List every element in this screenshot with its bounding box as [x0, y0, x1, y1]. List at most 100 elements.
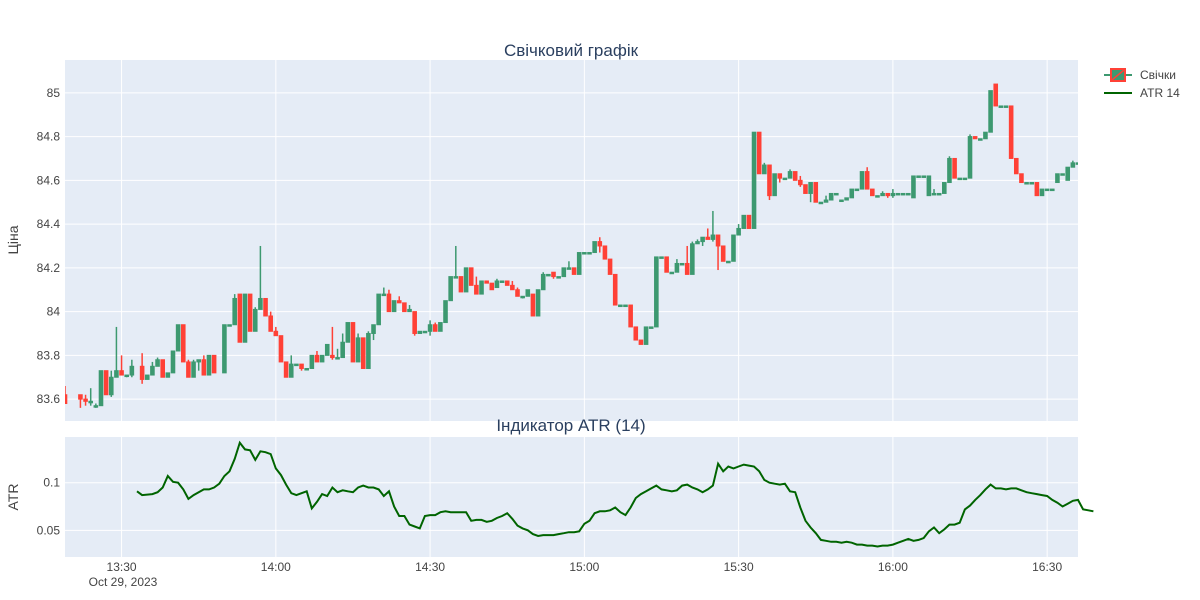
candle[interactable] — [705, 228, 711, 240]
candle[interactable] — [926, 175, 932, 197]
candle[interactable] — [854, 188, 860, 192]
candle[interactable] — [407, 305, 412, 313]
candlestick-series[interactable] — [0, 83, 1116, 408]
candle[interactable] — [1086, 163, 1090, 165]
candle[interactable] — [170, 350, 176, 374]
candle[interactable] — [335, 348, 340, 360]
candle[interactable] — [422, 330, 428, 334]
candle[interactable] — [875, 195, 880, 198]
candle[interactable] — [283, 361, 289, 378]
legend-item-atr[interactable]: ATR 14 — [1104, 86, 1180, 100]
candle[interactable] — [612, 273, 618, 306]
candle[interactable] — [643, 326, 649, 345]
candle[interactable] — [839, 199, 844, 203]
candle[interactable] — [186, 359, 191, 378]
candle[interactable] — [818, 201, 824, 205]
candle[interactable] — [674, 259, 680, 273]
candle[interactable] — [1049, 188, 1055, 192]
candle[interactable] — [962, 177, 968, 181]
candle[interactable] — [114, 326, 119, 378]
candle[interactable] — [314, 350, 320, 363]
candle[interactable] — [0, 174, 4, 181]
candle[interactable] — [1019, 173, 1024, 184]
candle[interactable] — [782, 177, 788, 181]
candle[interactable] — [438, 322, 443, 332]
candle[interactable] — [546, 273, 551, 277]
candle[interactable] — [998, 105, 1004, 108]
candle[interactable] — [160, 359, 166, 378]
candle[interactable] — [762, 162, 767, 175]
candle[interactable] — [813, 182, 819, 203]
candle[interactable] — [427, 320, 433, 336]
candle[interactable] — [834, 192, 839, 196]
candle[interactable] — [628, 304, 633, 328]
candle[interactable] — [890, 189, 896, 198]
candle[interactable] — [98, 370, 104, 407]
candle[interactable] — [885, 192, 891, 198]
candle[interactable] — [150, 361, 155, 376]
candle[interactable] — [258, 245, 263, 310]
candle[interactable] — [278, 335, 284, 363]
candle[interactable] — [1092, 163, 1096, 165]
candle[interactable] — [1034, 182, 1040, 197]
atr-line[interactable] — [136, 440, 1094, 548]
candle[interactable] — [900, 192, 906, 196]
candle[interactable] — [967, 134, 973, 179]
candle[interactable] — [63, 385, 68, 404]
candle[interactable] — [597, 237, 603, 253]
candle[interactable] — [515, 287, 520, 297]
candle[interactable] — [828, 192, 834, 201]
candle[interactable] — [263, 297, 268, 317]
candle[interactable] — [679, 262, 685, 266]
candle[interactable] — [468, 267, 474, 286]
candle[interactable] — [412, 311, 417, 336]
candle[interactable] — [618, 304, 623, 308]
candle[interactable] — [1024, 182, 1029, 185]
candle[interactable] — [792, 171, 798, 181]
candle[interactable] — [299, 363, 304, 371]
candle[interactable] — [576, 252, 582, 275]
candle[interactable] — [1112, 156, 1116, 158]
candle[interactable] — [916, 175, 921, 178]
candle[interactable] — [211, 354, 217, 374]
candle[interactable] — [551, 271, 556, 279]
candle[interactable] — [463, 267, 469, 293]
candle[interactable] — [520, 295, 525, 299]
candle[interactable] — [1070, 160, 1076, 168]
candle[interactable] — [376, 293, 381, 326]
candle[interactable] — [726, 260, 731, 264]
candle[interactable] — [931, 189, 937, 196]
candle[interactable] — [633, 326, 639, 341]
candle[interactable] — [360, 337, 366, 369]
candle[interactable] — [237, 293, 243, 343]
candle[interactable] — [695, 239, 700, 245]
candle[interactable] — [479, 280, 484, 295]
candle[interactable] — [355, 333, 361, 363]
candle[interactable] — [1081, 163, 1085, 165]
candle[interactable] — [155, 357, 160, 367]
candle[interactable] — [942, 182, 947, 194]
candle[interactable] — [381, 287, 387, 297]
candle[interactable] — [988, 90, 993, 133]
candle[interactable] — [566, 261, 572, 270]
candle[interactable] — [859, 171, 865, 190]
candle[interactable] — [952, 157, 957, 179]
candle[interactable] — [957, 177, 963, 181]
candle[interactable] — [1003, 105, 1009, 108]
candle[interactable] — [83, 394, 88, 406]
candle[interactable] — [1065, 166, 1071, 181]
candle[interactable] — [947, 156, 952, 184]
candle[interactable] — [1102, 139, 1106, 159]
candle[interactable] — [474, 276, 479, 295]
candle[interactable] — [525, 289, 531, 297]
candle[interactable] — [0, 176, 4, 198]
candle[interactable] — [448, 276, 453, 302]
candle[interactable] — [787, 169, 793, 179]
candle[interactable] — [443, 300, 448, 324]
candle[interactable] — [844, 197, 849, 201]
candle[interactable] — [494, 278, 500, 289]
candle[interactable] — [139, 353, 145, 384]
candle[interactable] — [206, 354, 212, 376]
candle[interactable] — [273, 326, 279, 337]
candle[interactable] — [556, 276, 561, 279]
